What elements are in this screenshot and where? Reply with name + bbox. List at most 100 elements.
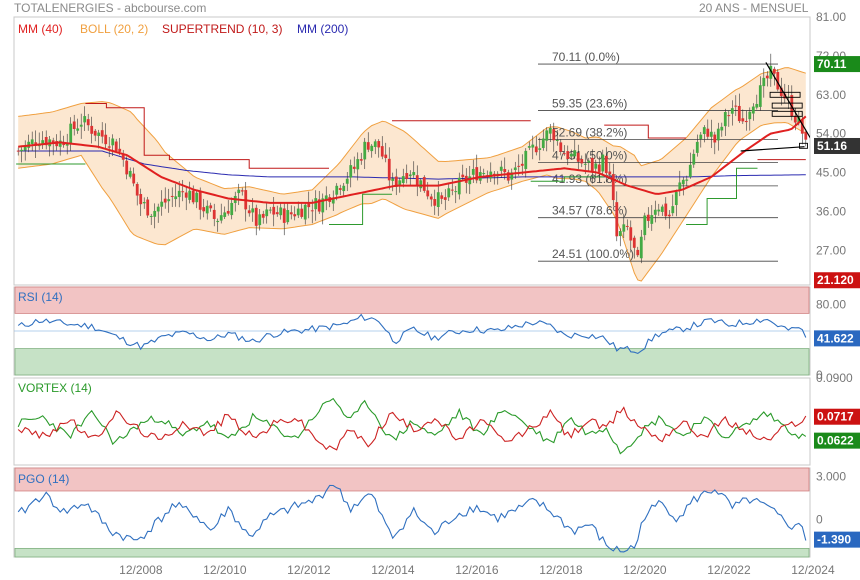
candle-body [723, 111, 727, 127]
candle-body [450, 189, 454, 191]
candle-body [146, 199, 150, 216]
candle-body [699, 134, 703, 140]
candle-body [461, 174, 465, 178]
candle-body [653, 209, 657, 215]
candle-body [646, 214, 650, 221]
candle-body [16, 150, 20, 152]
vortex-line-plus [17, 397, 807, 455]
legend-item-2: SUPERTREND (10, 3) [162, 22, 282, 36]
candle-body [373, 141, 377, 147]
candle-body [800, 120, 804, 134]
candle-body [230, 202, 234, 216]
candle-body [548, 127, 552, 134]
candle-body [240, 190, 244, 192]
candle-body [741, 118, 745, 122]
price-ytick-6: 27.00 [816, 243, 846, 257]
candle-body [289, 212, 293, 215]
candle-body [408, 174, 412, 177]
vortex-tag-bg-0 [814, 408, 860, 425]
candle-body [667, 214, 671, 217]
rsi-tag-bg [814, 330, 860, 347]
candle-body [188, 190, 192, 200]
candle-body [611, 174, 615, 201]
candle-body [79, 124, 83, 127]
price-tag-bg-1 [814, 137, 860, 154]
candle-body [471, 168, 475, 175]
price-tag-1: 51.16 [817, 139, 847, 153]
candle-body [594, 163, 598, 169]
candle-body [454, 191, 458, 193]
candle-body [520, 163, 524, 166]
price-ytick-2: 63.00 [816, 88, 846, 102]
price-panel: 70.11 (0.0%) 59.35 (23.6%) 52.69 (38.2%) 47… [16, 50, 810, 282]
candle-body [307, 203, 311, 208]
candle-body [608, 171, 612, 175]
candle-body [135, 183, 139, 196]
candle-body [590, 157, 594, 172]
candle-body [468, 176, 472, 185]
candle-body [181, 191, 185, 193]
candle-body [716, 128, 720, 141]
candle-body [356, 159, 360, 170]
candle-body [552, 129, 556, 141]
candle-body [342, 185, 346, 192]
candle-body [482, 173, 486, 175]
candle-body [380, 146, 384, 157]
candle-body [100, 130, 104, 137]
candle-body [226, 210, 230, 214]
candle-body [436, 192, 440, 207]
pgo-ytick-0: 3.000 [816, 470, 846, 484]
candle-body [139, 194, 143, 205]
xtick-1: 12/2010 [203, 563, 247, 577]
candle-body [433, 199, 437, 206]
rsi-tag: 41.622 [817, 331, 854, 345]
candle-body [268, 209, 272, 211]
candle-body [184, 192, 188, 198]
candle-body [583, 163, 587, 165]
candle-body [412, 172, 416, 176]
candle-body [44, 137, 48, 146]
price-tag-0: 70.11 [817, 57, 847, 71]
candle-body [664, 203, 668, 217]
candle-body [272, 206, 276, 215]
xtick-7: 12/2022 [707, 563, 751, 577]
supertrend-segment-6 [686, 167, 758, 225]
candle-body [321, 198, 325, 213]
candle-body [755, 103, 759, 108]
candle-body [125, 160, 129, 175]
candle-body [429, 196, 433, 200]
price-tag-2: 21.120 [817, 273, 854, 287]
candle-body [713, 134, 717, 143]
rsi-oversold-zone [14, 348, 810, 376]
candle-body [534, 146, 538, 153]
candle-body [153, 210, 157, 217]
bollinger-upper-line [18, 67, 806, 195]
candle-body [475, 167, 479, 181]
xtick-3: 12/2014 [371, 563, 415, 577]
candle-body [601, 154, 605, 172]
candle-body [163, 198, 167, 203]
candle-body [51, 140, 55, 144]
candle-body [76, 128, 80, 131]
pgo-title: PGO (14) [18, 472, 69, 486]
candle-body [394, 176, 398, 187]
fib-label-2: 52.69 (38.2%) [552, 125, 627, 139]
candle-body [447, 188, 451, 198]
candle-body [303, 204, 307, 220]
candle-body [216, 220, 220, 223]
candle-body [727, 115, 731, 117]
candle-body [324, 195, 328, 201]
candle-body [692, 153, 696, 165]
candle-body [797, 116, 801, 123]
pgo-line [17, 484, 807, 553]
candle-body [580, 159, 584, 164]
price-tag-bg-2 [814, 272, 860, 289]
pgo-low-zone [14, 547, 810, 558]
candle-body [643, 215, 647, 236]
candle-body [275, 212, 279, 215]
fib-label-4: 41.93 (61.8%) [552, 172, 627, 186]
candle-body [562, 153, 566, 155]
candle-body [629, 227, 633, 241]
candle-body [499, 166, 503, 171]
